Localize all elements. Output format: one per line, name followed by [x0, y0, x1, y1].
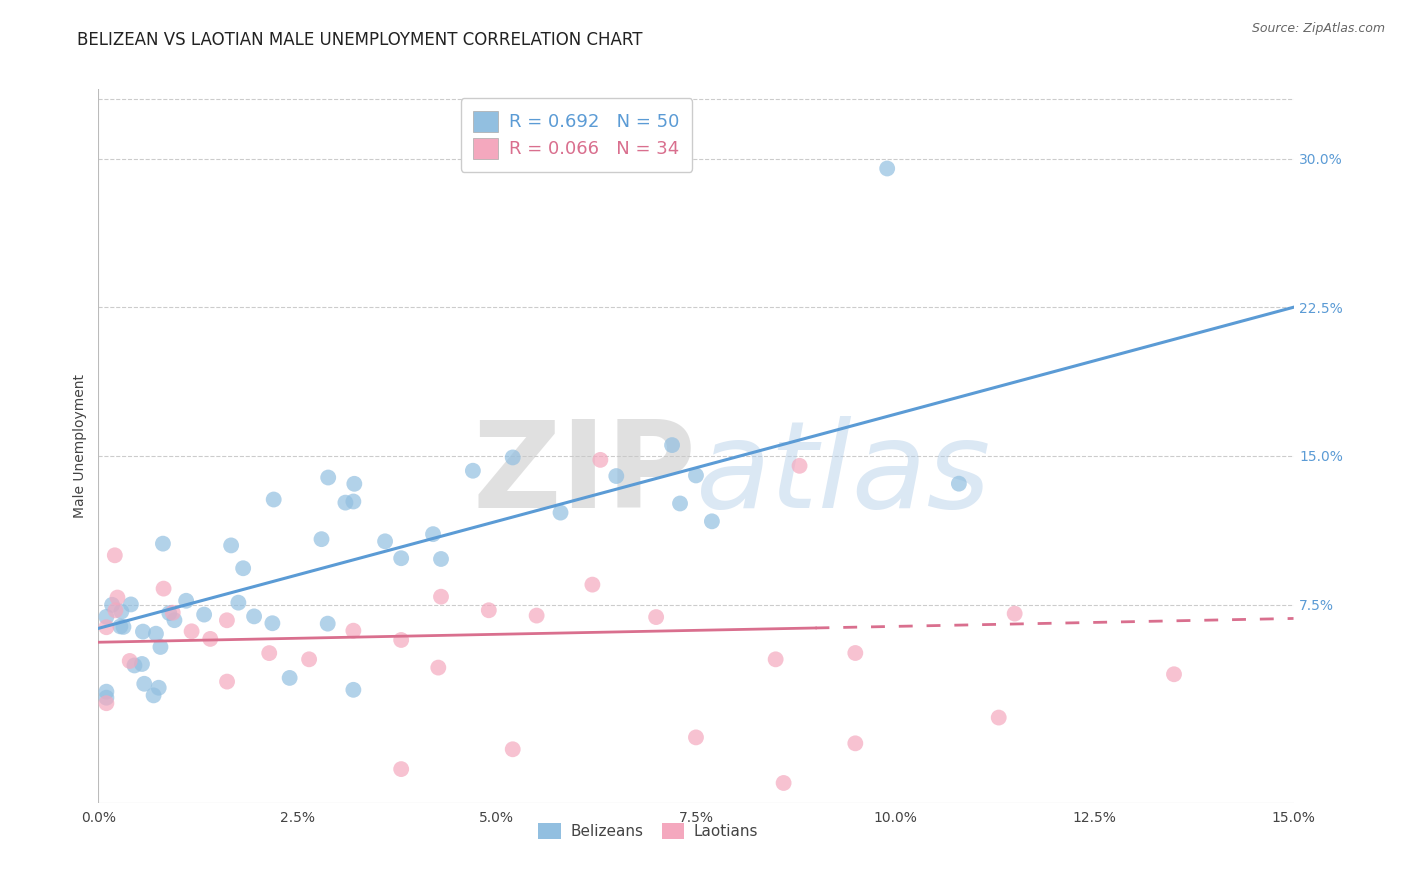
Point — [343, 476, 366, 491]
Point — [131, 657, 153, 671]
Point — [200, 632, 222, 646]
Point — [1004, 607, 1026, 621]
Point — [948, 476, 970, 491]
Text: BELIZEAN VS LAOTIAN MALE UNEMPLOYMENT CORRELATION CHART: BELIZEAN VS LAOTIAN MALE UNEMPLOYMENT CO… — [77, 31, 643, 49]
Text: ZIP: ZIP — [472, 416, 696, 533]
Point — [342, 494, 364, 508]
Point — [661, 438, 683, 452]
Point — [120, 598, 142, 612]
Point — [110, 605, 132, 619]
Point — [581, 577, 603, 591]
Point — [478, 603, 501, 617]
Point — [142, 689, 165, 703]
Point — [298, 652, 321, 666]
Point — [101, 598, 124, 612]
Point — [772, 776, 794, 790]
Legend: Belizeans, Laotians: Belizeans, Laotians — [531, 817, 765, 845]
Point — [112, 620, 135, 634]
Point — [526, 608, 548, 623]
Point — [461, 464, 484, 478]
Point — [162, 606, 184, 620]
Text: atlas: atlas — [696, 416, 991, 533]
Text: Source: ZipAtlas.com: Source: ZipAtlas.com — [1251, 22, 1385, 36]
Point — [96, 690, 118, 705]
Point — [96, 696, 118, 710]
Point — [215, 613, 238, 627]
Point — [132, 624, 155, 639]
Point — [96, 609, 118, 624]
Point — [262, 616, 284, 631]
Point — [107, 591, 129, 605]
Point — [180, 624, 202, 639]
Point — [145, 626, 167, 640]
Point — [342, 624, 364, 638]
Y-axis label: Male Unemployment: Male Unemployment — [73, 374, 87, 518]
Point — [422, 527, 444, 541]
Point — [342, 682, 364, 697]
Point — [157, 606, 180, 620]
Point — [789, 458, 811, 473]
Point — [152, 582, 174, 596]
Point — [96, 684, 118, 698]
Point — [374, 534, 396, 549]
Point — [765, 652, 787, 666]
Point — [685, 468, 707, 483]
Point — [389, 551, 412, 566]
Point — [134, 677, 156, 691]
Point — [430, 552, 453, 566]
Point — [152, 536, 174, 550]
Point — [124, 658, 146, 673]
Point — [148, 681, 170, 695]
Point — [104, 603, 127, 617]
Point — [149, 640, 172, 654]
Point — [389, 632, 412, 647]
Point — [118, 654, 141, 668]
Point — [876, 161, 898, 176]
Point — [96, 620, 118, 634]
Point — [104, 549, 127, 563]
Point — [243, 609, 266, 624]
Point — [669, 496, 692, 510]
Point — [263, 492, 285, 507]
Point — [987, 710, 1010, 724]
Point — [257, 646, 280, 660]
Point — [589, 453, 612, 467]
Point — [430, 590, 453, 604]
Point — [605, 469, 627, 483]
Point — [316, 470, 339, 484]
Point — [844, 646, 866, 660]
Point — [232, 561, 254, 575]
Point — [110, 619, 132, 633]
Point — [645, 610, 668, 624]
Point — [427, 660, 450, 674]
Point — [1163, 667, 1185, 681]
Point — [685, 731, 707, 745]
Point — [550, 506, 572, 520]
Point — [311, 532, 333, 546]
Point — [193, 607, 215, 622]
Point — [700, 514, 723, 528]
Point — [502, 742, 524, 756]
Point — [215, 674, 238, 689]
Point — [174, 594, 197, 608]
Point — [389, 762, 412, 776]
Point — [228, 596, 250, 610]
Point — [219, 538, 242, 552]
Point — [163, 613, 186, 627]
Point — [844, 736, 866, 750]
Point — [316, 616, 339, 631]
Point — [335, 495, 357, 509]
Point — [502, 450, 524, 465]
Point — [278, 671, 301, 685]
